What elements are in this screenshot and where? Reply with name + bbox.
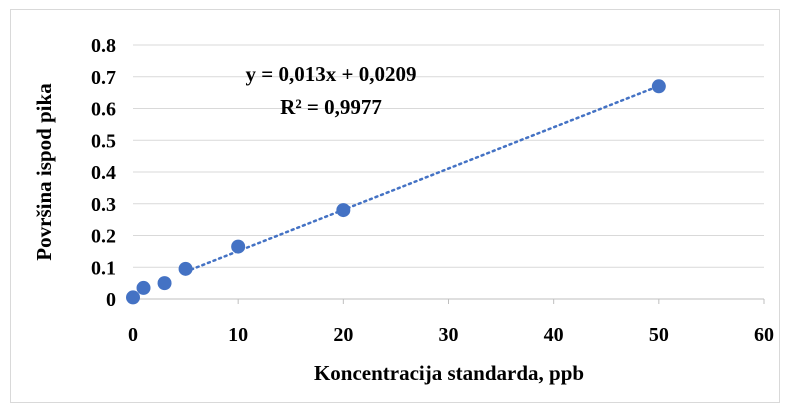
data-point (231, 239, 246, 254)
r-squared-label: R² = 0,9977 (280, 95, 382, 119)
y-tick-label: 0.7 (91, 67, 116, 89)
data-point (157, 276, 172, 291)
x-tick-label: 0 (128, 324, 138, 346)
y-tick-label: 0.6 (91, 99, 116, 121)
y-tick-labels: 0 0.1 0.2 0.3 0.4 0.5 0.6 0.7 0.8 (91, 35, 116, 311)
data-point (126, 290, 140, 305)
y-tick-label: 0.1 (91, 257, 116, 279)
x-tick-label: 20 (333, 324, 353, 346)
chart-frame (10, 9, 780, 403)
x-axis-title: Koncentracija standarda, ppb (314, 361, 584, 385)
y-tick-label: 0.8 (91, 35, 116, 57)
y-tick-label: 0.2 (91, 226, 116, 248)
data-point (336, 203, 351, 218)
y-tick-label: 0.3 (91, 194, 116, 216)
data-point (178, 261, 193, 276)
y-tick-label: 0 (106, 289, 116, 311)
data-point (651, 79, 666, 94)
y-tick-label: 0.4 (91, 162, 116, 184)
x-tick-label: 10 (228, 324, 248, 346)
data-points (126, 79, 666, 305)
y-tick-label: 0.5 (91, 130, 116, 152)
trendline-path (184, 84, 661, 273)
x-tick-labels: 0 10 20 30 40 50 60 (128, 324, 774, 346)
x-tick-label: 30 (439, 324, 459, 346)
x-tick-label: 60 (754, 324, 774, 346)
x-tick-label: 50 (649, 324, 669, 346)
trendline-equation: y = 0,013x + 0,0209 (246, 62, 417, 86)
x-tick-label: 40 (544, 324, 564, 346)
data-point (136, 280, 151, 295)
axes (132, 298, 765, 304)
gridlines (133, 44, 764, 268)
trendline (184, 84, 661, 273)
y-axis-title: Površina ispod pika (32, 83, 56, 261)
